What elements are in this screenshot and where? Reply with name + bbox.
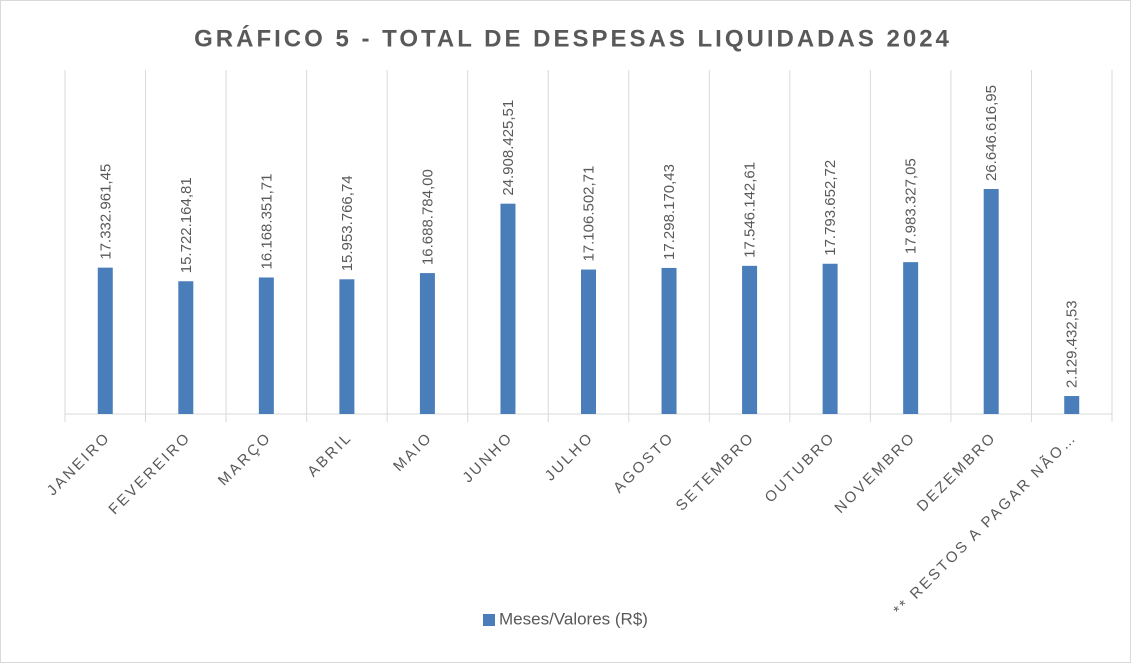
bar [903,262,919,414]
legend-swatch [483,614,495,626]
value-label: 16.168.351,71 [258,174,275,270]
value-label: 2.129.432,53 [1064,300,1081,388]
value-label: 17.106.502,71 [581,166,598,262]
bar [742,265,758,414]
bar [661,267,677,414]
bar [97,267,113,414]
bar [419,273,435,414]
bar [1064,396,1080,414]
value-label: 17.332.961,45 [97,164,114,260]
value-label: 15.722.164,81 [178,177,195,273]
bar [983,189,999,414]
bar [258,277,274,414]
legend-label: Meses/Valores (R$) [499,609,648,628]
bar [178,281,194,414]
value-label: 16.688.784,00 [419,169,436,265]
bar [339,279,355,414]
value-label: 17.298.170,43 [661,164,678,260]
bar [822,263,838,414]
chart-title: GRÁFICO 5 - TOTAL DE DESPESAS LIQUIDADAS… [194,24,952,52]
value-label: 17.546.142,61 [742,162,759,258]
value-label: 26.646.616,95 [983,85,1000,181]
bar [500,203,516,414]
value-label: 24.908.425,51 [500,100,517,196]
bar [581,269,596,414]
value-label: 17.793.652,72 [822,160,839,256]
value-label: 17.983.327,05 [903,158,920,254]
value-label: 15.953.766,74 [339,175,356,271]
